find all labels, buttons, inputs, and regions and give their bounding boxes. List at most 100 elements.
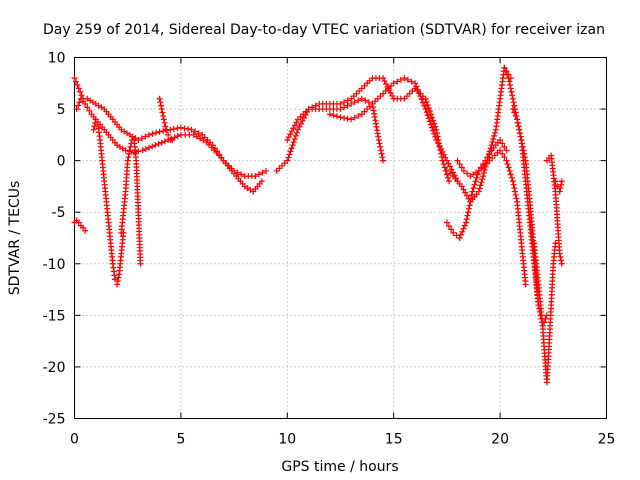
data-point <box>126 147 133 154</box>
data-point-interp <box>155 140 162 147</box>
data-point-interp <box>86 107 93 114</box>
data-point <box>443 167 450 174</box>
data-point-interp <box>465 209 472 216</box>
data-point-interp <box>160 112 167 119</box>
data-point <box>522 281 529 288</box>
series-pass-k <box>443 64 514 205</box>
data-point-interp <box>200 137 207 144</box>
data-point <box>73 106 80 113</box>
data-point-interp <box>476 185 483 192</box>
data-point <box>558 178 565 185</box>
data-point-interp <box>499 140 506 147</box>
data-point-interp <box>507 82 514 89</box>
data-point-interp <box>512 112 519 119</box>
data-point <box>177 124 184 131</box>
data-point-interp <box>362 97 369 104</box>
data-point-interp <box>425 115 432 122</box>
data-point-interp <box>488 142 495 149</box>
data-point-interp <box>365 99 372 106</box>
data-point-interp <box>519 140 526 147</box>
data-point-interp <box>433 130 440 137</box>
data-point-interp <box>463 192 470 199</box>
data-point-interp <box>413 83 420 90</box>
data-point <box>75 85 82 92</box>
data-point-interp <box>355 97 362 104</box>
data-point <box>422 95 429 102</box>
data-point-interp <box>504 71 511 78</box>
data-point-interp <box>558 257 565 264</box>
data-point-interp <box>285 154 292 161</box>
data-point-interp <box>487 145 494 152</box>
data-point-interp <box>77 88 84 95</box>
data-point <box>252 173 259 180</box>
data-point-interp <box>432 123 439 130</box>
data-point-interp <box>259 169 266 176</box>
data-point <box>509 178 516 185</box>
y-tick-label: -25 <box>43 412 66 428</box>
data-point-interp <box>511 102 518 109</box>
data-point <box>497 147 504 154</box>
data-point <box>156 95 163 102</box>
data-point-interp <box>419 99 426 106</box>
data-point-interp <box>159 109 166 116</box>
x-tick-label: 15 <box>385 432 403 448</box>
series-pass-c <box>90 116 127 288</box>
data-point-interp <box>459 228 466 235</box>
data-point-interp <box>424 112 431 119</box>
data-point-interp <box>333 113 340 120</box>
data-point <box>454 157 461 164</box>
data-point <box>509 95 516 102</box>
data-point-interp <box>125 154 132 161</box>
x-axis-label: GPS time / hours <box>281 459 398 475</box>
data-point-interp <box>447 170 454 177</box>
data-point-interp <box>513 195 520 202</box>
data-point-interp <box>462 189 469 196</box>
data-point-interp <box>344 97 351 104</box>
data-point-interp <box>126 150 133 157</box>
data-point <box>469 188 476 195</box>
data-point-interp <box>158 139 165 146</box>
data-point-interp <box>149 143 156 150</box>
data-point-interp <box>521 150 528 157</box>
data-point-interp <box>157 99 164 106</box>
data-point-interp <box>510 181 517 188</box>
data-point-interp <box>161 138 168 145</box>
y-tick-label: 0 <box>57 154 66 170</box>
y-tick-label: -20 <box>43 360 66 376</box>
data-point-interp <box>341 104 348 111</box>
data-point-interp <box>504 161 511 168</box>
data-point <box>475 188 482 195</box>
data-point-interp <box>174 133 181 140</box>
data-point <box>458 183 465 190</box>
data-point-interp <box>511 185 518 192</box>
data-point-interp <box>502 68 509 75</box>
data-point-interp <box>441 164 448 171</box>
data-point-interp <box>479 176 486 183</box>
data-point-interp <box>344 115 351 122</box>
data-point-interp <box>424 101 431 108</box>
data-point-interp <box>429 114 436 121</box>
data-point-interp <box>78 92 85 99</box>
data-point <box>124 157 131 164</box>
data-point <box>375 137 382 144</box>
data-point-interp <box>508 174 515 181</box>
data-point-interp <box>516 126 523 133</box>
data-point <box>139 147 146 154</box>
data-point <box>450 229 457 236</box>
data-point <box>326 111 333 118</box>
data-point-interp <box>456 161 463 168</box>
data-point-interp <box>75 102 82 109</box>
data-point-interp <box>161 119 168 126</box>
data-point-interp <box>507 171 514 178</box>
data-point-interp <box>181 125 188 132</box>
data-point-interp <box>421 102 428 109</box>
data-point <box>443 219 450 226</box>
chart-title: Day 259 of 2014, Sidereal Day-to-day VTE… <box>43 22 605 38</box>
data-point-interp <box>289 142 296 149</box>
y-tick-label: -5 <box>52 205 66 221</box>
data-point-interp <box>490 135 497 142</box>
data-point-interp <box>480 173 487 180</box>
data-point <box>501 64 508 71</box>
data-point <box>163 126 170 133</box>
data-point-interp <box>486 151 493 158</box>
